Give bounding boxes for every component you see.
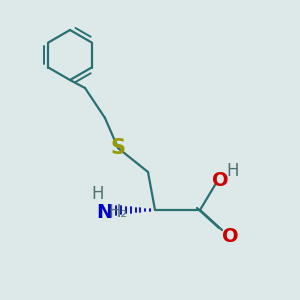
Text: S: S xyxy=(110,138,125,158)
Text: O: O xyxy=(222,226,238,245)
Text: H: H xyxy=(227,162,239,180)
Text: N: N xyxy=(96,202,112,221)
Text: O: O xyxy=(212,170,228,190)
Text: H: H xyxy=(92,185,104,203)
Text: H₂: H₂ xyxy=(108,203,128,221)
